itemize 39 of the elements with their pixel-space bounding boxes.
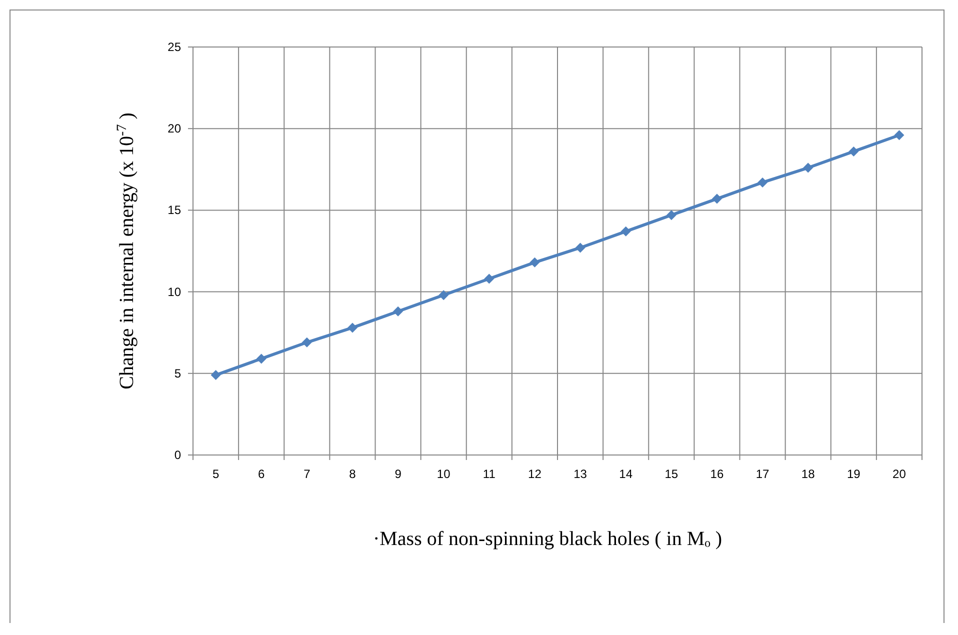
point: [666, 210, 676, 220]
point: [210, 370, 221, 380]
x-tick-label: 19: [846, 467, 861, 481]
point: [575, 242, 586, 253]
y-tick-label: 15: [168, 203, 182, 218]
x-tick-label: 6: [258, 467, 265, 481]
x-tick-label: 8: [349, 467, 356, 481]
point: [530, 257, 540, 268]
x-tick-label: 7: [304, 467, 311, 481]
x-tick-label: 18: [801, 467, 816, 481]
x-tick-label: 15: [664, 467, 678, 481]
point: [894, 130, 904, 140]
x-tick-label: 14: [619, 467, 633, 481]
point: [848, 146, 859, 156]
point: [438, 290, 449, 300]
x-axis-title: ·Mass of non-spinning black holes ( in Mₒ ): [372, 528, 722, 550]
x-tick-label: 5: [212, 467, 220, 481]
point: [393, 306, 404, 316]
x-tick-label: 20: [892, 467, 906, 481]
y-tick-label: 5: [174, 366, 182, 380]
y-tick-label: 25: [168, 40, 182, 54]
point: [484, 274, 494, 284]
point: [256, 354, 266, 364]
point: [803, 162, 814, 173]
x-tick-label: 12: [528, 467, 542, 481]
x-tick-label: 16: [710, 467, 724, 481]
y-tick-label: 20: [168, 122, 182, 136]
point: [347, 322, 358, 333]
x-tick-label: 13: [574, 467, 588, 481]
point: [758, 177, 768, 188]
y-tick-label: 10: [168, 284, 182, 299]
y-tick-label: 0: [174, 448, 182, 462]
x-tick-label: 11: [482, 467, 496, 481]
point: [620, 226, 631, 236]
point: [302, 337, 312, 348]
x-tick-label: 9: [394, 467, 402, 481]
point: [712, 194, 722, 204]
x-tick-label: 17: [756, 467, 770, 481]
x-tick-label: 10: [436, 467, 451, 481]
